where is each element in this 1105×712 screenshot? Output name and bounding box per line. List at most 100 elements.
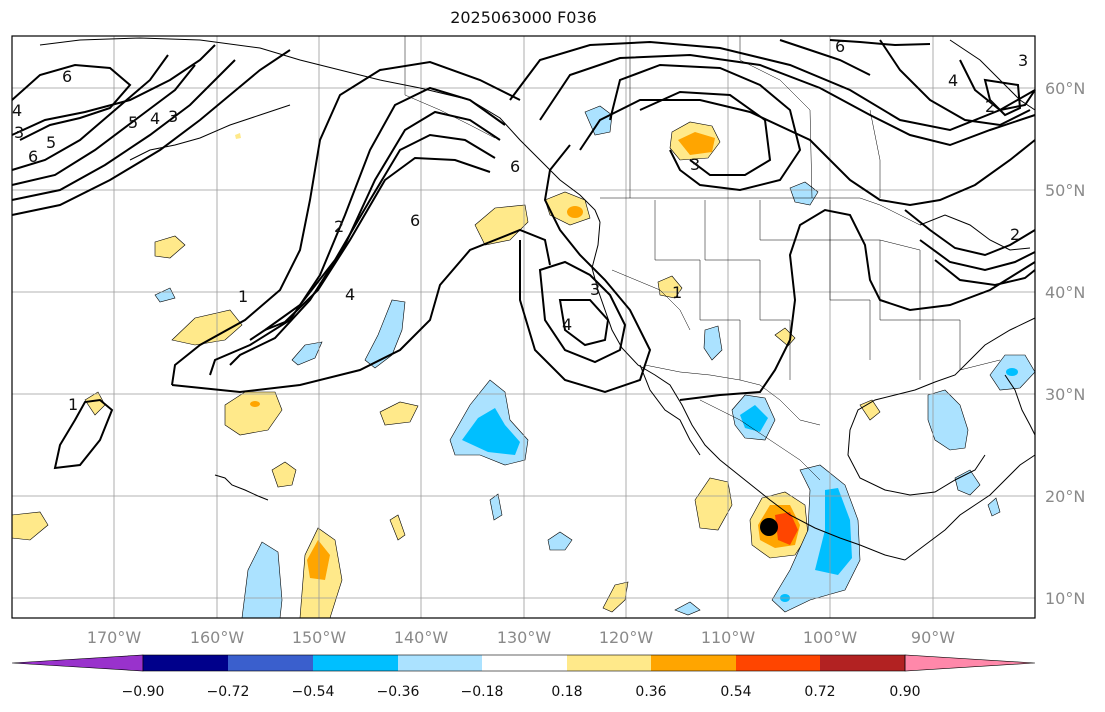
- coastline-gulf-mexico: [847, 317, 1036, 496]
- contour-line: [519, 144, 652, 394]
- positive-anomaly-area: [602, 581, 629, 613]
- colorbar-tick-label: −0.90: [122, 684, 165, 700]
- contour-line: [934, 259, 1036, 287]
- positive-anomaly-area: [657, 275, 683, 299]
- coastline-west-coast: [591, 221, 906, 561]
- latitude-labels: 60°N 50°N 40°N 30°N 20°N 10°N: [1045, 79, 1085, 608]
- anomaly-fills: [11, 105, 1036, 619]
- colorbar-tick-label: 0.18: [551, 684, 582, 700]
- contour-label: 6: [410, 211, 420, 230]
- border-us-canada: [600, 197, 921, 226]
- positive-anomaly-area: [379, 401, 419, 426]
- positive-anomaly-area: [271, 461, 297, 488]
- border-us-mexico: [644, 364, 821, 426]
- contour-label: 2: [1010, 225, 1020, 244]
- contour-line: [609, 63, 802, 192]
- contour-line: [11, 54, 169, 171]
- longitude-labels: 170°W 160°W 150°W 140°W 130°W 120°W 110°…: [87, 628, 955, 647]
- contour-line: [538, 260, 627, 364]
- contour-line: [171, 60, 521, 386]
- contour-line: [249, 133, 496, 341]
- contour-line: [879, 39, 1031, 127]
- contour-label: 3: [590, 280, 600, 299]
- lat-label: 50°N: [1045, 181, 1085, 200]
- positive-anomaly-area: [389, 514, 406, 541]
- lon-label: 150°W: [292, 628, 347, 647]
- colorbar-segment: [228, 655, 313, 671]
- contour-label: 3: [690, 155, 700, 174]
- lat-label: 20°N: [1045, 487, 1085, 506]
- border-alaska: [404, 36, 496, 139]
- contour-line: [229, 110, 501, 366]
- contour-line: [579, 99, 1036, 207]
- contour-label: 4: [12, 101, 22, 120]
- lon-label: 90°W: [911, 628, 955, 647]
- colorbar-extend-low: [11, 654, 144, 672]
- contour-label: 6: [28, 147, 38, 166]
- colorbar-segment: [482, 655, 567, 671]
- border-states-7: [700, 319, 741, 380]
- contour-label: 2: [334, 217, 344, 236]
- positive-anomaly-area: [154, 235, 186, 259]
- coastline-alaska: [39, 37, 601, 223]
- colorbar-tick-label: −0.36: [377, 684, 420, 700]
- colorbar-segment: [651, 655, 736, 671]
- colorbar-segment: [398, 655, 482, 671]
- contour-line: [264, 156, 491, 331]
- lon-label: 110°W: [701, 628, 756, 647]
- positive-anomaly-area: [235, 133, 241, 139]
- lon-label: 160°W: [190, 628, 245, 647]
- lat-label: 60°N: [1045, 79, 1085, 98]
- border-states-6: [611, 269, 691, 331]
- coastline-florida: [1004, 374, 1036, 436]
- negative-anomaly-area: [789, 181, 819, 206]
- graticule: [12, 36, 1035, 618]
- negative-anomaly-area: [291, 341, 323, 366]
- border-states-4: [829, 200, 921, 380]
- contour-label: 5: [128, 113, 138, 132]
- contour-line: [779, 39, 871, 76]
- colorbar-tick-label: 0.90: [889, 684, 920, 700]
- border-canada-prov-3: [869, 109, 881, 198]
- contour-label: 6: [835, 37, 845, 56]
- border-states-1: [654, 200, 701, 320]
- coastline-hawaii: [214, 474, 269, 501]
- contour-line: [11, 64, 196, 186]
- positive-anomaly-area: [859, 399, 881, 421]
- negative-anomaly-area: [462, 408, 520, 455]
- storm-center-marker: [760, 518, 778, 536]
- negative-anomaly-area: [740, 405, 768, 432]
- contour-line: [11, 49, 291, 216]
- contour-line: [171, 228, 551, 394]
- positive-anomaly-area: [250, 401, 260, 407]
- contour-line: [209, 86, 506, 376]
- lon-label: 120°W: [599, 628, 654, 647]
- contour-line: [11, 63, 132, 141]
- positive-anomaly-area: [694, 477, 733, 531]
- colorbar-segment: [313, 655, 398, 671]
- negative-anomaly-area: [703, 325, 723, 361]
- border-states-5: [879, 239, 1001, 371]
- colorbar-tick-label: −0.18: [461, 684, 504, 700]
- lon-label: 130°W: [497, 628, 552, 647]
- contour-line: [509, 40, 1036, 132]
- negative-anomaly-area: [987, 497, 1001, 517]
- colorbar-segment: [567, 655, 651, 671]
- negative-anomaly-area: [364, 299, 406, 369]
- contour-labels: 6 5 4 3 6 5 4 3 6 1 2 4 6 1 3 4 3 1 6 4 …: [12, 37, 1028, 414]
- contour-label: 4: [948, 71, 958, 90]
- contour-label: 4: [345, 285, 355, 304]
- contour-line: [53, 398, 114, 470]
- contour-line: [539, 53, 1036, 147]
- colorbar: −0.90 −0.72 −0.54 −0.36 −0.18 0.18 0.36 …: [11, 654, 1036, 700]
- positive-anomaly-area: [678, 132, 715, 155]
- negative-anomaly-area: [927, 389, 969, 451]
- contour-line: [11, 44, 216, 136]
- colorbar-tick-label: 0.54: [720, 684, 751, 700]
- contour-label: 3: [168, 107, 178, 126]
- negative-anomaly-area: [954, 469, 981, 496]
- colorbar-extend-high: [904, 654, 1036, 672]
- colorbar-segment: [143, 655, 228, 671]
- border-states-3: [759, 200, 871, 360]
- coastline-aleutians: [129, 104, 291, 161]
